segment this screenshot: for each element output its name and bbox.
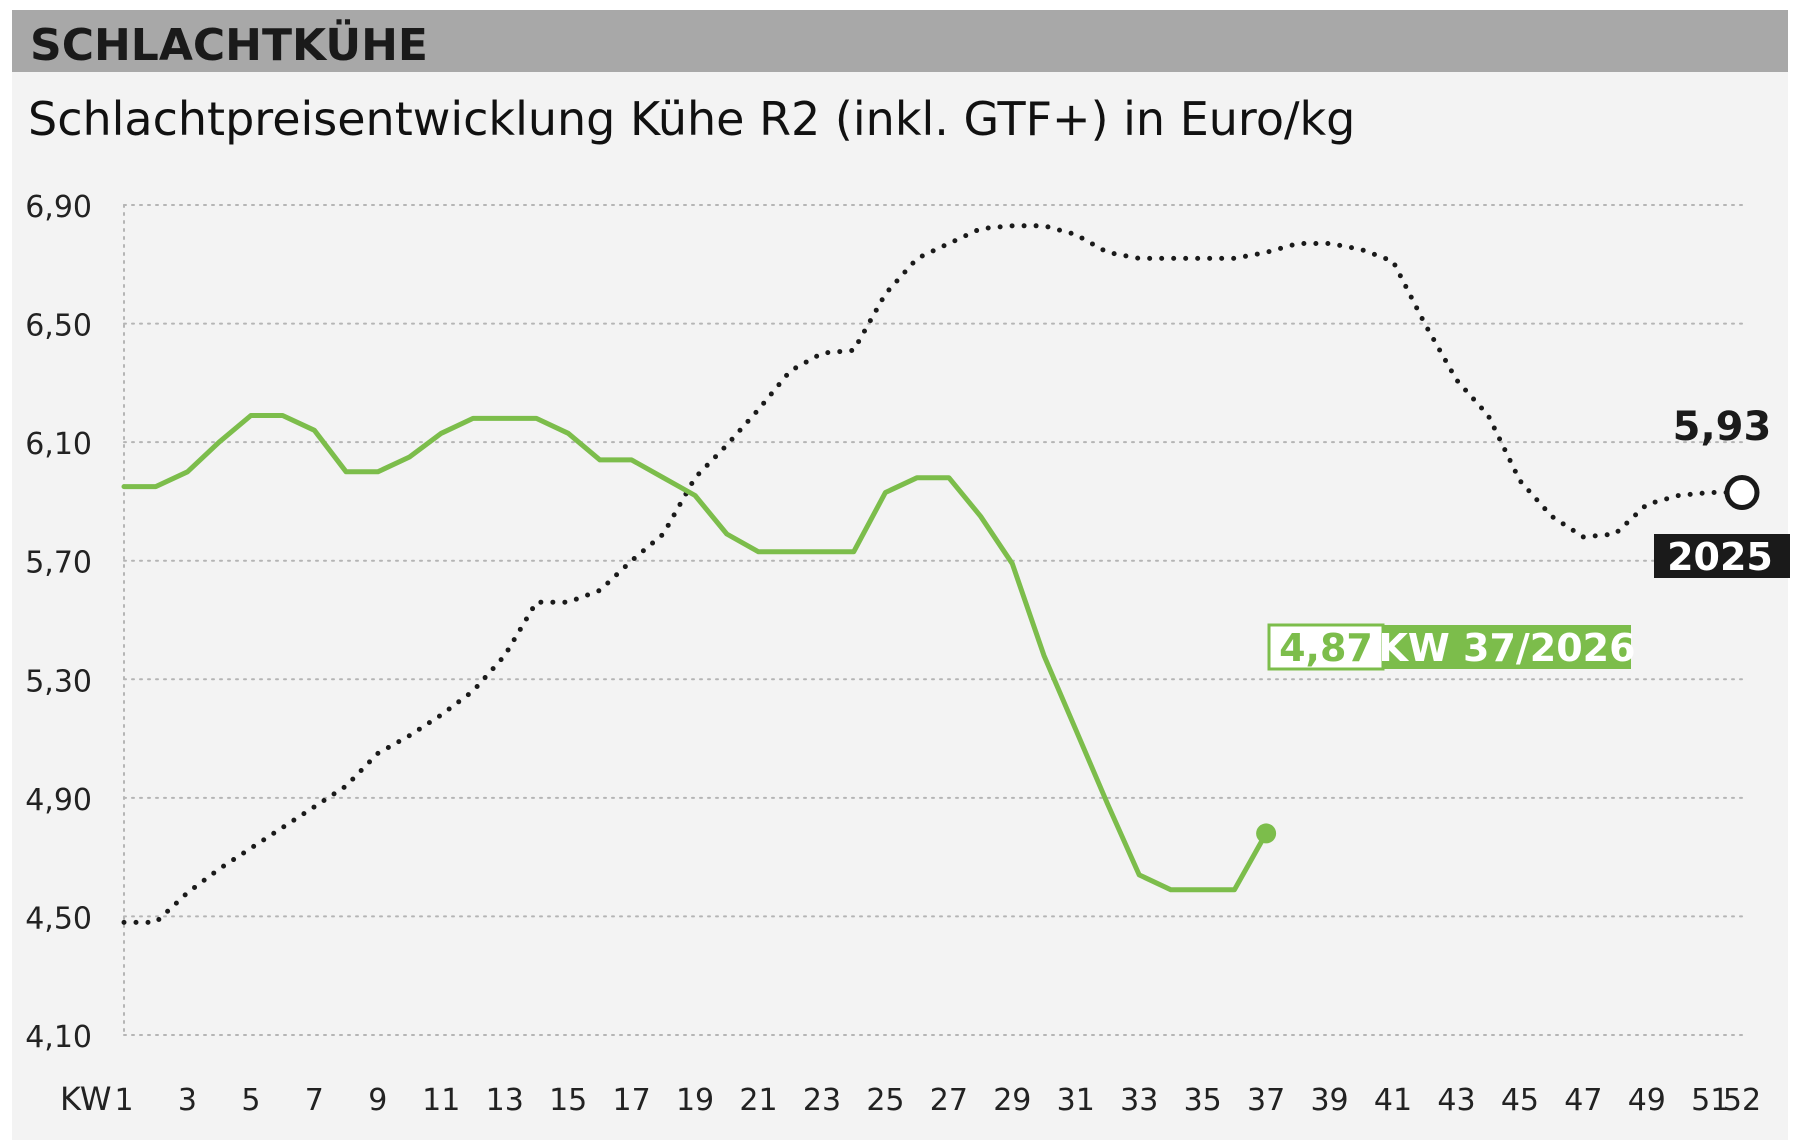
series	[121, 223, 1745, 925]
x-tick-label: 15	[549, 1083, 587, 1118]
x-tick-label: 52	[1723, 1083, 1761, 1118]
x-tick-label: 49	[1628, 1083, 1666, 1118]
x-tick-label: 7	[305, 1083, 324, 1118]
series-2025-line	[121, 223, 1745, 925]
x-tick-label: 1	[114, 1083, 133, 1118]
x-tick-label: 43	[1437, 1083, 1475, 1118]
legend-2025-badge	[1654, 534, 1790, 578]
callout-2026-label: KW 37/2026	[1378, 626, 1635, 670]
x-tick-label: 29	[993, 1083, 1031, 1118]
series-2025-end-label: 5,93	[1673, 404, 1772, 450]
y-tick-label: 6,90	[25, 190, 92, 225]
legend-2025-label: 2025	[1667, 535, 1773, 579]
x-tick-label: 45	[1501, 1083, 1539, 1118]
x-tick-label: 27	[930, 1083, 968, 1118]
callout-2026-label-box	[1383, 625, 1631, 669]
x-tick-label: 17	[613, 1083, 651, 1118]
x-tick-label: 11	[422, 1083, 460, 1118]
header-band	[12, 10, 1788, 72]
y-tick-label: 5,30	[25, 664, 92, 699]
x-tick-label: 39	[1310, 1083, 1348, 1118]
x-tick-label: 31	[1057, 1083, 1095, 1118]
x-tick-label: 35	[1184, 1083, 1222, 1118]
x-axis-ticks: 1 3 5 7 9 11 13 15 17 19 21 23 25 27 29 31 33 35 37 39 41 43 4…	[114, 1083, 1761, 1118]
x-tick-label: 41	[1374, 1083, 1412, 1118]
series-2026-end-marker	[1256, 823, 1277, 844]
x-tick-label: 23	[803, 1083, 841, 1118]
x-tick-label: 13	[486, 1083, 524, 1118]
callout-2026-value: 4,87	[1279, 626, 1373, 670]
x-tick-label: 51	[1691, 1083, 1729, 1118]
grid	[123, 204, 1743, 1036]
series-2026-line	[121, 413, 1269, 893]
x-tick-label: 19	[676, 1083, 714, 1118]
y-tick-label: 6,10	[25, 427, 92, 462]
x-tick-label: 3	[178, 1083, 197, 1118]
chart-title: Schlachtpreisentwicklung Kühe R2 (inkl. …	[28, 92, 1355, 146]
x-axis-label: KW	[60, 1080, 111, 1118]
x-tick-label: 21	[739, 1083, 777, 1118]
y-tick-label: 4,10	[25, 1020, 92, 1055]
x-tick-label: 37	[1247, 1083, 1285, 1118]
x-tick-label: 33	[1120, 1083, 1158, 1118]
x-tick-label: 5	[241, 1083, 260, 1118]
x-tick-label: 25	[866, 1083, 904, 1118]
y-axis-ticks: 6,90 6,50 6,10 5,70 5,30 4,90 4,50 4,10	[25, 190, 92, 1055]
series-2025-end-marker	[1724, 475, 1760, 511]
chart-background	[12, 12, 1788, 1140]
y-tick-label: 6,50	[25, 309, 92, 344]
x-tick-label: 47	[1564, 1083, 1602, 1118]
y-tick-label: 5,70	[25, 546, 92, 581]
y-tick-label: 4,50	[25, 901, 92, 936]
y-tick-label: 4,90	[25, 783, 92, 818]
section-title: SCHLACHTKÜHE	[30, 18, 428, 71]
x-tick-label: 9	[368, 1083, 387, 1118]
